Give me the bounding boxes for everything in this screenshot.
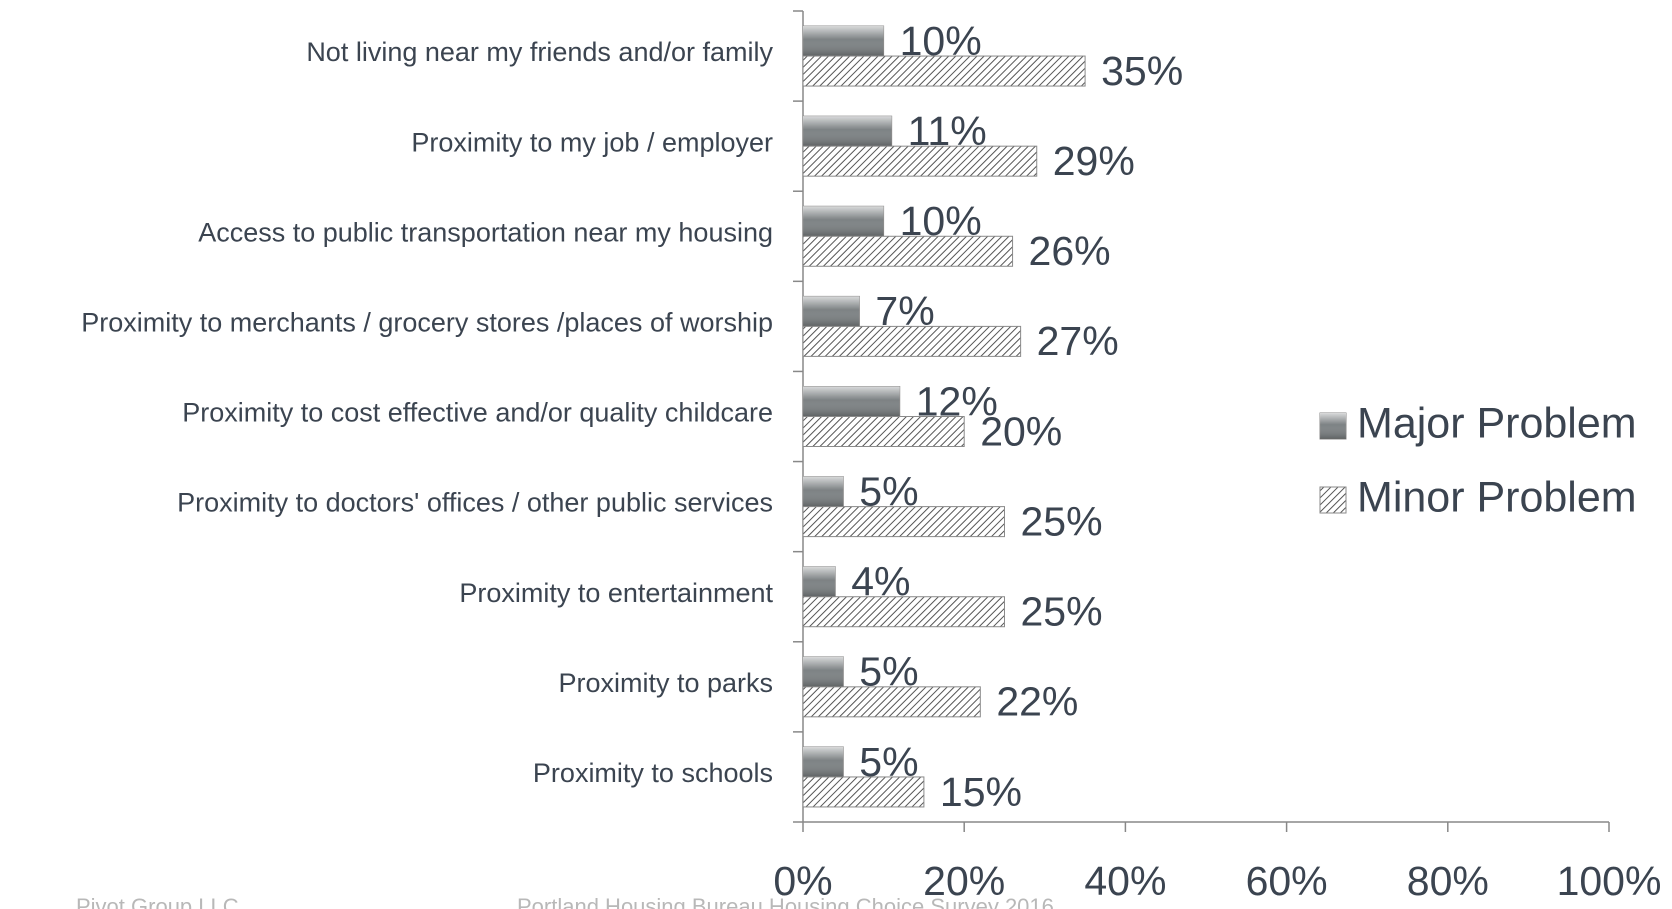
data-label: 26% xyxy=(1029,228,1111,274)
data-label: 25% xyxy=(1021,498,1103,544)
category-label: Access to public transportation near my … xyxy=(198,217,773,247)
category-label: Proximity to doctors' offices / other pu… xyxy=(177,488,773,518)
bar-shine xyxy=(803,116,892,147)
bar xyxy=(802,235,1014,267)
data-label: 22% xyxy=(996,679,1078,725)
data-label: 27% xyxy=(1037,318,1119,364)
bar xyxy=(802,506,1005,538)
legend-swatch xyxy=(1319,486,1347,514)
x-tick-label: 60% xyxy=(1246,858,1328,904)
x-tick-label: 40% xyxy=(1084,858,1166,904)
data-label: 29% xyxy=(1053,138,1135,184)
bar-shine xyxy=(803,746,844,777)
category-label: Proximity to my job / employer xyxy=(411,127,773,157)
data-label: 20% xyxy=(980,408,1062,454)
category-label: Proximity to entertainment xyxy=(459,578,773,608)
bar xyxy=(802,416,965,447)
bar xyxy=(802,145,1038,177)
category-label: Proximity to cost effective and/or quali… xyxy=(182,398,773,428)
bar-shine xyxy=(803,26,884,57)
legend-shine xyxy=(1320,413,1346,439)
bar-shine xyxy=(803,206,884,237)
bar xyxy=(802,55,1086,87)
bar-shine xyxy=(803,476,844,507)
bar-shine xyxy=(803,296,860,327)
bar xyxy=(802,596,1005,628)
footer-center: Portland Housing Bureau Housing Choice S… xyxy=(517,894,1054,909)
category-label: Proximity to parks xyxy=(558,668,773,698)
legend-label: Minor Problem xyxy=(1357,473,1637,521)
x-tick-label: 100% xyxy=(1557,858,1662,904)
bar xyxy=(802,686,981,718)
bar-shine xyxy=(803,566,836,597)
data-label: 15% xyxy=(940,769,1022,815)
legend-label: Major Problem xyxy=(1357,399,1637,447)
bar xyxy=(802,325,1022,357)
category-label: Proximity to schools xyxy=(533,758,773,788)
x-tick-label: 20% xyxy=(923,858,1005,904)
category-label: Proximity to merchants / grocery stores … xyxy=(81,308,773,338)
footer-left: Pivot Group LLC xyxy=(76,894,239,909)
bar-shine xyxy=(803,656,844,687)
data-label: 35% xyxy=(1101,48,1183,94)
bar xyxy=(802,776,925,808)
x-tick-label: 80% xyxy=(1407,858,1489,904)
data-label: 25% xyxy=(1021,589,1103,635)
category-label: Not living near my friends and/or family xyxy=(306,37,773,67)
bar-shine xyxy=(803,386,900,417)
x-tick-label: 0% xyxy=(773,858,832,904)
